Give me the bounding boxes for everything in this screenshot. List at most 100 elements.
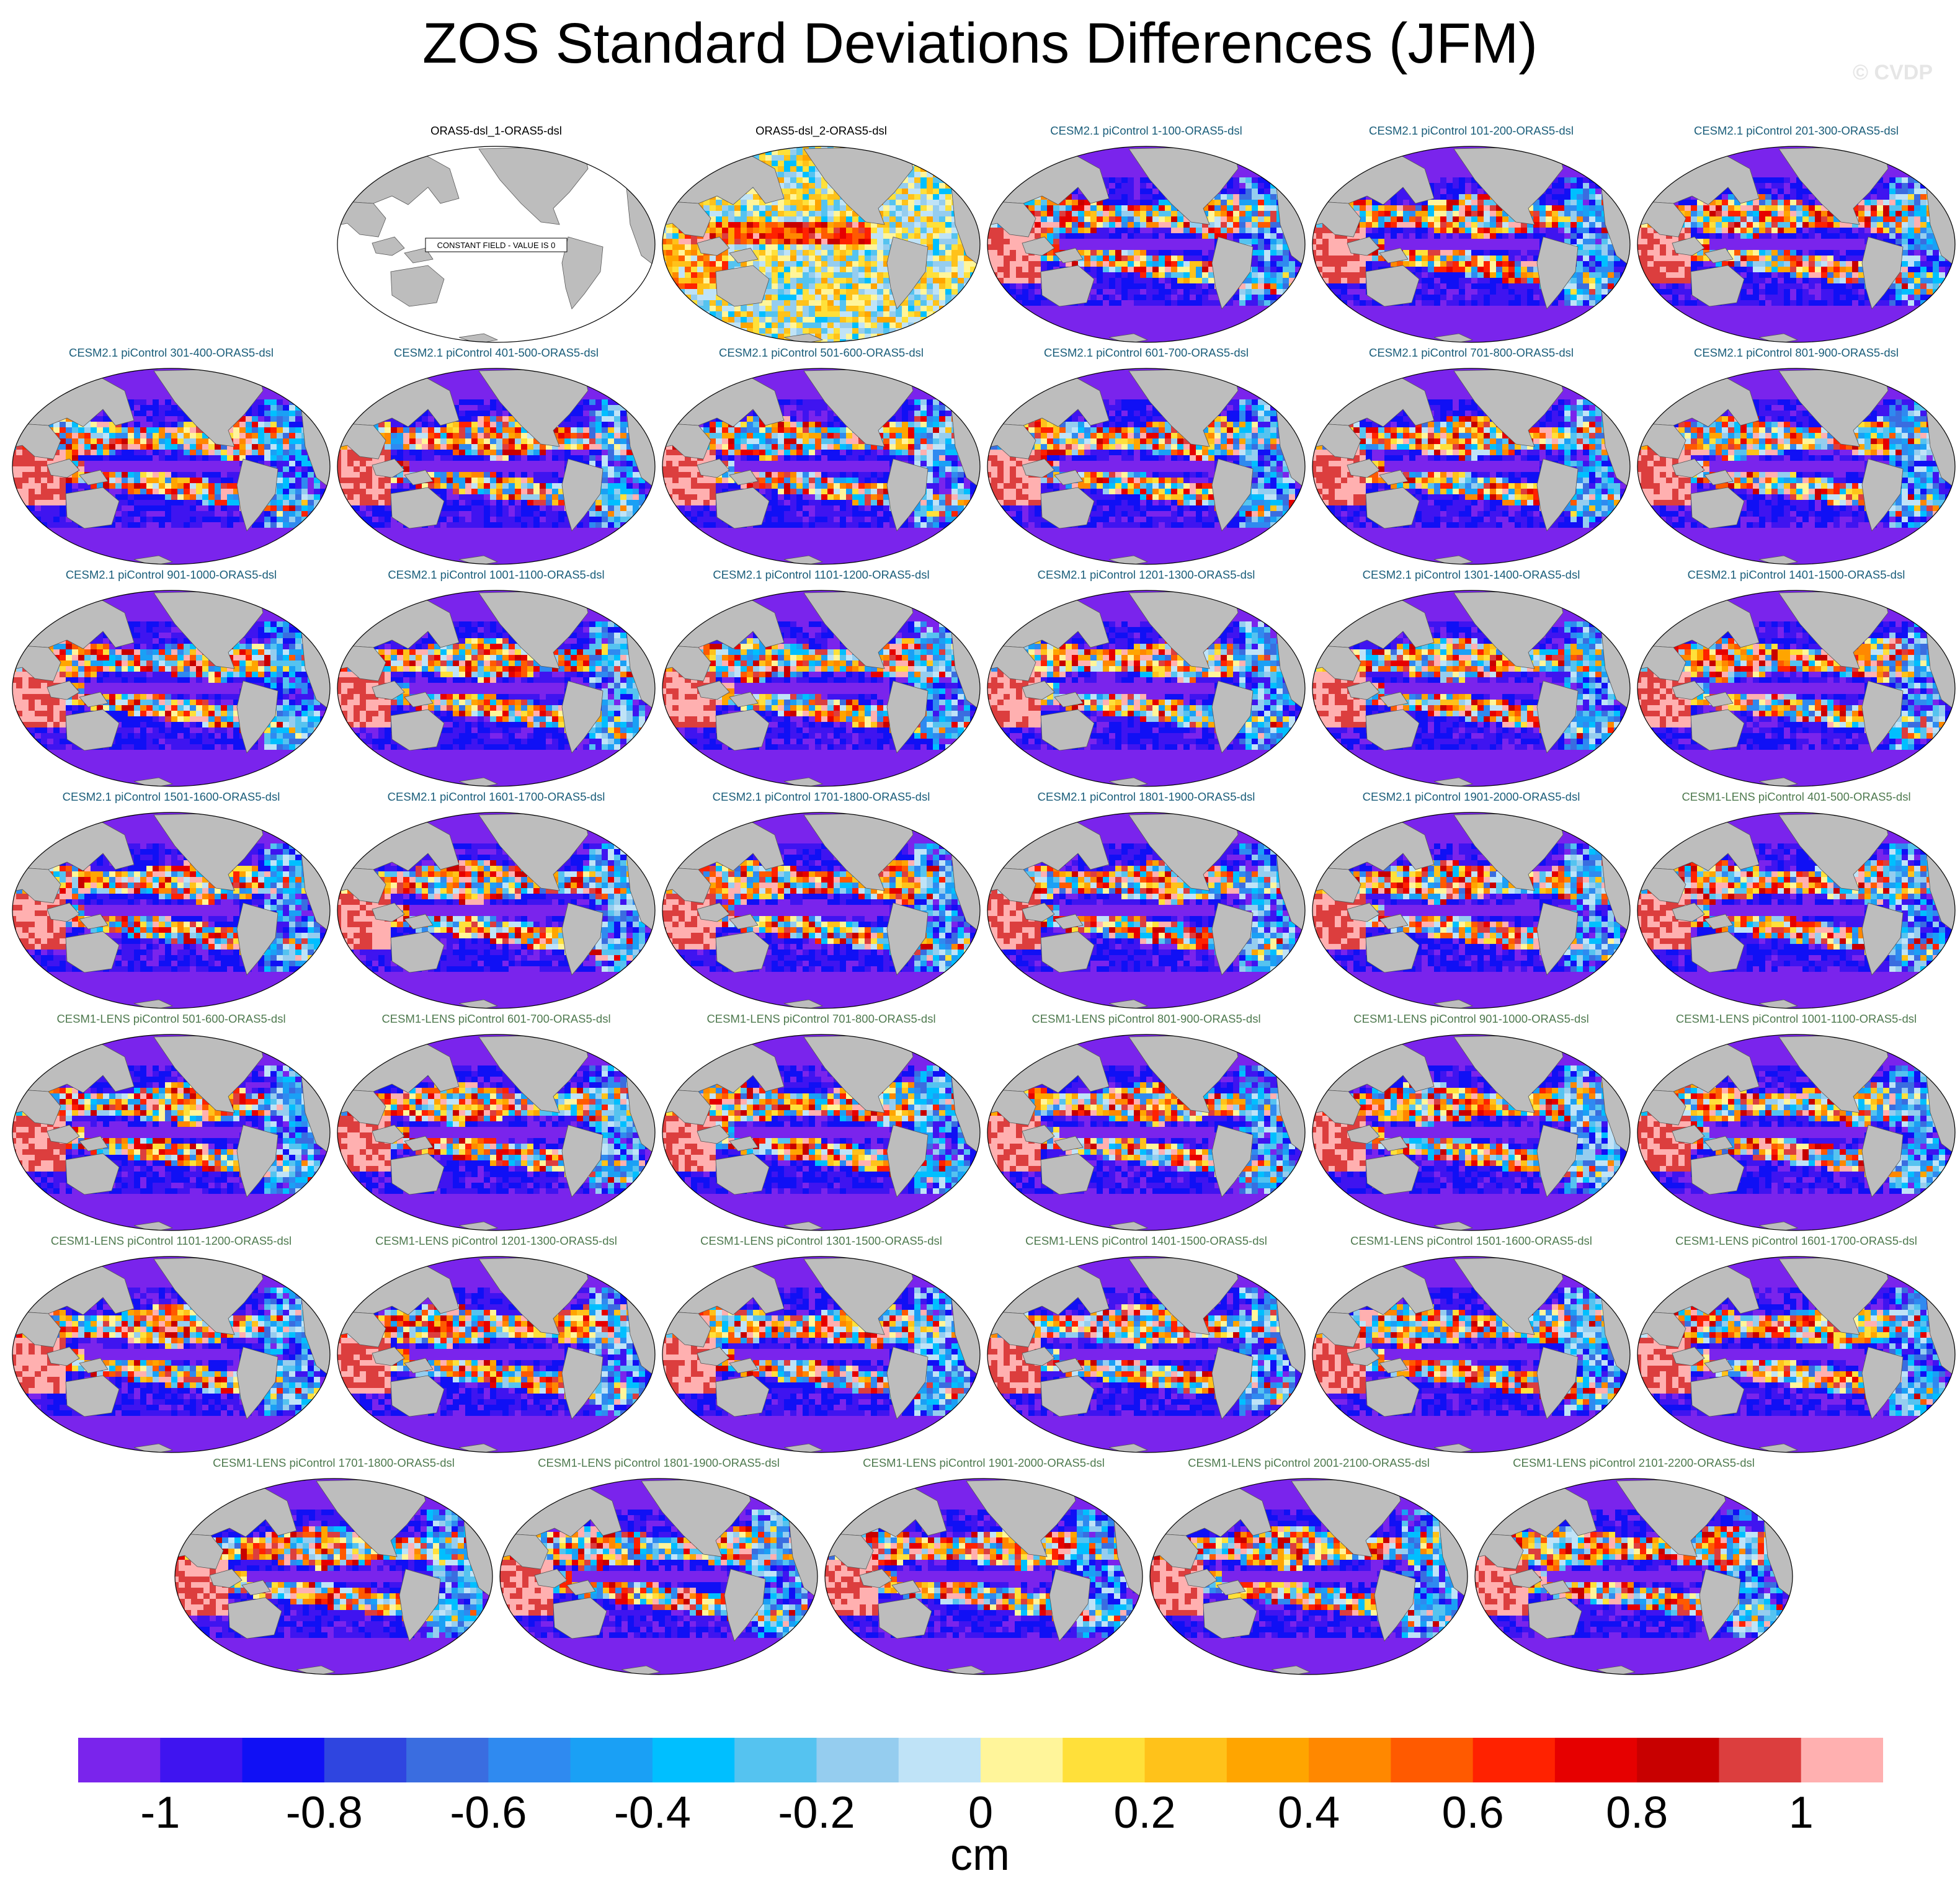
map-panel: CESM2.1 piControl 1701-1800-ORAS5-dsl xyxy=(660,790,982,1011)
panel-title: CESM1-LENS piControl 2001-2100-ORAS5-dsl xyxy=(1141,1456,1476,1470)
panel-title: CESM2.1 piControl 901-1000-ORAS5-dsl xyxy=(4,568,339,582)
map-panel: ORAS5-dsl_1-ORAS5-dsl CONSTANT FIELD - VA… xyxy=(335,124,657,345)
colorbar xyxy=(78,1738,1883,1782)
map-panel: CESM2.1 piControl 401-500-ORAS5-dsl xyxy=(335,346,657,567)
world-map xyxy=(1310,1032,1633,1233)
colorbar-bin xyxy=(1227,1738,1309,1782)
world-map xyxy=(985,810,1307,1011)
world-map xyxy=(335,1032,657,1233)
panel-title: CESM1-LENS piControl 2101-2200-ORAS5-dsl xyxy=(1466,1456,1801,1470)
panel-title: CESM2.1 piControl 601-700-ORAS5-dsl xyxy=(979,346,1314,360)
map-panel: CESM2.1 piControl 1601-1700-ORAS5-dsl xyxy=(335,790,657,1011)
world-map xyxy=(1472,1476,1795,1677)
world-map xyxy=(660,144,982,345)
colorbar-bin xyxy=(406,1738,489,1782)
world-map xyxy=(660,810,982,1011)
map-panel: CESM2.1 piControl 201-300-ORAS5-dsl xyxy=(1635,124,1958,345)
colorbar-units: cm xyxy=(0,1830,1960,1880)
colorbar-bin xyxy=(324,1738,407,1782)
world-map xyxy=(1310,588,1633,789)
world-map xyxy=(985,1254,1307,1455)
panel-title: CESM1-LENS piControl 601-700-ORAS5-dsl xyxy=(329,1012,664,1026)
colorbar-bin xyxy=(571,1738,653,1782)
panel-title: CESM2.1 piControl 1701-1800-ORAS5-dsl xyxy=(654,790,989,804)
panel-title: CESM2.1 piControl 801-900-ORAS5-dsl xyxy=(1629,346,1960,360)
map-panel: CESM2.1 piControl 1201-1300-ORAS5-dsl xyxy=(985,568,1307,789)
panel-title: CESM2.1 piControl 1801-1900-ORAS5-dsl xyxy=(979,790,1314,804)
world-map xyxy=(822,1476,1145,1677)
colorbar-bin xyxy=(653,1738,735,1782)
world-map xyxy=(1635,144,1958,345)
world-map xyxy=(1310,1254,1633,1455)
colorbar-bin xyxy=(1309,1738,1391,1782)
map-panel: CESM2.1 piControl 1801-1900-ORAS5-dsl xyxy=(985,790,1307,1011)
map-panel: CESM1-LENS piControl 1901-2000-ORAS5-dsl xyxy=(822,1456,1145,1677)
world-map xyxy=(1635,810,1958,1011)
panel-title: CESM1-LENS piControl 1301-1500-ORAS5-dsl xyxy=(654,1234,989,1248)
panel-title: CESM1-LENS piControl 1701-1800-ORAS5-dsl xyxy=(166,1456,501,1470)
panel-title: CESM1-LENS piControl 1601-1700-ORAS5-dsl xyxy=(1629,1234,1960,1248)
colorbar-bin xyxy=(488,1738,571,1782)
panel-title: CESM2.1 piControl 1101-1200-ORAS5-dsl xyxy=(654,568,989,582)
panel-title: CESM2.1 piControl 201-300-ORAS5-dsl xyxy=(1629,124,1960,138)
map-panel: CESM1-LENS piControl 401-500-ORAS5-dsl xyxy=(1635,790,1958,1011)
map-panel: CESM1-LENS piControl 1101-1200-ORAS5-dsl xyxy=(10,1234,332,1455)
panel-title: CESM2.1 piControl 1-100-ORAS5-dsl xyxy=(979,124,1314,138)
panel-title: ORAS5-dsl_1-ORAS5-dsl xyxy=(329,124,664,138)
world-map xyxy=(985,1032,1307,1233)
panel-title: CESM1-LENS piControl 1101-1200-ORAS5-dsl xyxy=(4,1234,339,1248)
panel-title: CESM2.1 piControl 1901-2000-ORAS5-dsl xyxy=(1304,790,1639,804)
colorbar-bin xyxy=(1391,1738,1473,1782)
panel-title: CESM2.1 piControl 1501-1600-ORAS5-dsl xyxy=(4,790,339,804)
world-map xyxy=(10,1032,332,1233)
panel-title: CESM2.1 piControl 1601-1700-ORAS5-dsl xyxy=(329,790,664,804)
world-map: CONSTANT FIELD - VALUE IS 0 xyxy=(335,144,657,345)
world-map xyxy=(660,1254,982,1455)
world-map xyxy=(1310,144,1633,345)
colorbar-bin xyxy=(78,1738,161,1782)
map-panel: CESM2.1 piControl 901-1000-ORAS5-dsl xyxy=(10,568,332,789)
panel-title: ORAS5-dsl_2-ORAS5-dsl xyxy=(654,124,989,138)
map-panel: CESM2.1 piControl 1401-1500-ORAS5-dsl xyxy=(1635,568,1958,789)
map-panel: CESM1-LENS piControl 2101-2200-ORAS5-dsl xyxy=(1472,1456,1795,1677)
world-map xyxy=(335,1254,657,1455)
map-panel: CESM1-LENS piControl 1401-1500-ORAS5-dsl xyxy=(985,1234,1307,1455)
panel-title: CESM1-LENS piControl 701-800-ORAS5-dsl xyxy=(654,1012,989,1026)
map-panel: CESM2.1 piControl 101-200-ORAS5-dsl xyxy=(1310,124,1633,345)
panel-title: CESM1-LENS piControl 401-500-ORAS5-dsl xyxy=(1629,790,1960,804)
world-map xyxy=(335,588,657,789)
panel-title: CESM2.1 piControl 1201-1300-ORAS5-dsl xyxy=(979,568,1314,582)
world-map xyxy=(10,588,332,789)
world-map xyxy=(1635,588,1958,789)
map-panel: CESM1-LENS piControl 1301-1500-ORAS5-dsl xyxy=(660,1234,982,1455)
map-panel: CESM2.1 piControl 1301-1400-ORAS5-dsl xyxy=(1310,568,1633,789)
colorbar-bin xyxy=(1555,1738,1637,1782)
panel-title: CESM1-LENS piControl 1801-1900-ORAS5-dsl xyxy=(491,1456,826,1470)
map-panel: CESM1-LENS piControl 501-600-ORAS5-dsl xyxy=(10,1012,332,1233)
world-map xyxy=(335,366,657,567)
world-map xyxy=(660,1032,982,1233)
panel-title: CESM2.1 piControl 1001-1100-ORAS5-dsl xyxy=(329,568,664,582)
world-map xyxy=(10,810,332,1011)
colorbar-bin xyxy=(1719,1738,1801,1782)
map-panel: CESM2.1 piControl 301-400-ORAS5-dsl xyxy=(10,346,332,567)
panel-title: CESM1-LENS piControl 1201-1300-ORAS5-dsl xyxy=(329,1234,664,1248)
colorbar-bin xyxy=(981,1738,1063,1782)
map-panel: CESM2.1 piControl 1001-1100-ORAS5-dsl xyxy=(335,568,657,789)
world-map xyxy=(660,588,982,789)
panel-title: CESM2.1 piControl 501-600-ORAS5-dsl xyxy=(654,346,989,360)
world-map xyxy=(10,366,332,567)
map-panel: CESM1-LENS piControl 1601-1700-ORAS5-dsl xyxy=(1635,1234,1958,1455)
world-map xyxy=(1635,1254,1958,1455)
map-panel: CESM1-LENS piControl 1701-1800-ORAS5-dsl xyxy=(172,1456,495,1677)
map-panel: CESM1-LENS piControl 901-1000-ORAS5-dsl xyxy=(1310,1012,1633,1233)
colorbar-bin xyxy=(1145,1738,1227,1782)
map-panel: CESM1-LENS piControl 1201-1300-ORAS5-dsl xyxy=(335,1234,657,1455)
watermark: © CVDP xyxy=(1853,61,1933,85)
map-panel: CESM1-LENS piControl 1501-1600-ORAS5-dsl xyxy=(1310,1234,1633,1455)
panel-title: CESM2.1 piControl 701-800-ORAS5-dsl xyxy=(1304,346,1639,360)
map-panel: CESM2.1 piControl 1501-1600-ORAS5-dsl xyxy=(10,790,332,1011)
world-map xyxy=(1310,366,1633,567)
constant-field-label: CONSTANT FIELD - VALUE IS 0 xyxy=(437,241,556,250)
world-map xyxy=(172,1476,495,1677)
